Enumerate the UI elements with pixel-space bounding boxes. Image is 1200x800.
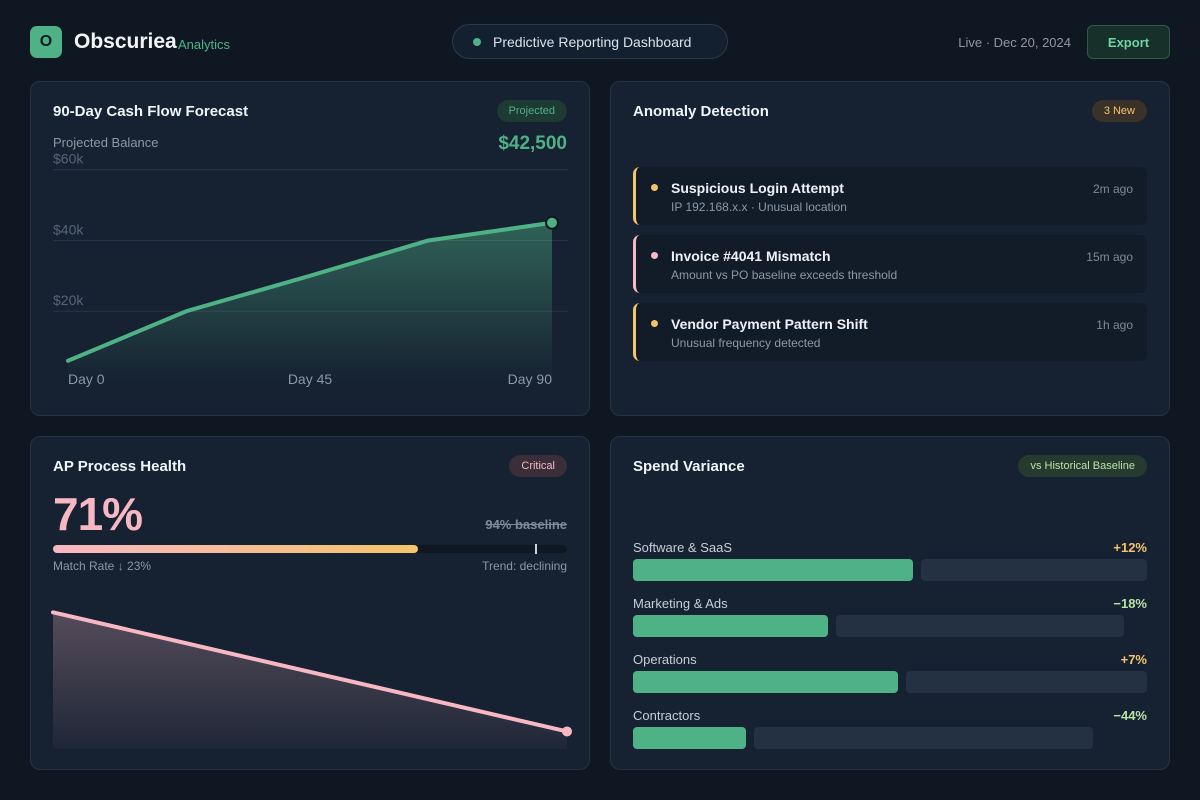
trend-label: Trend: declining bbox=[482, 559, 567, 573]
x-tick-label: Day 0 bbox=[68, 371, 105, 387]
spend-category-label: Software & SaaS bbox=[633, 540, 732, 555]
anomaly-card: Anomaly Detection 3 New Suspicious Login… bbox=[610, 81, 1170, 416]
brand-name: Obscuriea bbox=[74, 30, 177, 53]
anomaly-item-detail: Amount vs PO baseline exceeds threshold bbox=[671, 268, 898, 282]
progress-fill bbox=[53, 545, 418, 553]
anomaly-item[interactable]: Suspicious Login Attempt IP 192.168.x.x … bbox=[633, 167, 1147, 225]
cashflow-endpoint bbox=[545, 215, 559, 230]
projected-badge: Projected bbox=[496, 100, 567, 122]
status-dot-icon bbox=[473, 37, 481, 46]
brand-logo: O bbox=[30, 26, 62, 58]
anomaly-item[interactable]: Invoice #4041 Mismatch Amount vs PO base… bbox=[633, 235, 1147, 293]
new-count-badge: 3 New bbox=[1091, 100, 1147, 122]
baseline-badge: vs Historical Baseline bbox=[1018, 455, 1147, 477]
spend-variance-value: −44% bbox=[1113, 708, 1147, 723]
anomaly-title: Anomaly Detection bbox=[633, 103, 769, 120]
y-tick-label: $60k bbox=[53, 151, 84, 167]
anomaly-item-title: Vendor Payment Pattern Shift bbox=[671, 316, 868, 332]
spend-variance-value: −18% bbox=[1113, 596, 1147, 611]
x-tick-label: Day 90 bbox=[508, 371, 553, 387]
export-button[interactable]: Export bbox=[1087, 25, 1170, 59]
match-rate-percent: 71% bbox=[53, 488, 143, 540]
spend-title: Spend Variance bbox=[633, 458, 745, 475]
x-tick-label: Day 45 bbox=[288, 371, 333, 387]
balance-value: $42,500 bbox=[498, 133, 567, 154]
anomaly-item-detail: Unusual frequency detected bbox=[671, 336, 821, 350]
anomaly-item-time: 15m ago bbox=[1086, 250, 1133, 264]
spend-category-label: Contractors bbox=[633, 708, 701, 723]
ap-trend-area bbox=[53, 612, 567, 749]
spend-card: Spend Variance vs Historical Baseline So… bbox=[610, 436, 1170, 770]
spend-bar-track bbox=[754, 727, 1093, 749]
spend-bar bbox=[633, 671, 898, 693]
ap-trend-chart bbox=[51, 610, 572, 749]
spend-bar-track bbox=[836, 615, 1124, 637]
spend-variance-value: +12% bbox=[1113, 540, 1147, 555]
brand-subtitle: Analytics bbox=[178, 37, 231, 52]
match-rate-change: Match Rate ↓ 23% bbox=[53, 559, 152, 573]
match-rate-progress bbox=[53, 544, 567, 554]
spend-bar bbox=[633, 727, 746, 749]
ap-trend-endpoint bbox=[562, 726, 572, 737]
severity-dot-icon bbox=[651, 252, 658, 259]
anomaly-item-title: Suspicious Login Attempt bbox=[671, 180, 844, 196]
anomaly-item[interactable]: Vendor Payment Pattern Shift Unusual fre… bbox=[633, 303, 1147, 361]
critical-badge: Critical bbox=[509, 455, 567, 477]
anomaly-item-title: Invoice #4041 Mismatch bbox=[671, 248, 831, 264]
spend-bar bbox=[633, 615, 828, 637]
severity-dot-icon bbox=[651, 184, 658, 191]
ap-trend-line bbox=[51, 610, 569, 734]
cashflow-area bbox=[68, 222, 552, 382]
spend-variance-value: +7% bbox=[1120, 652, 1147, 667]
baseline-value: 94% baseline bbox=[485, 517, 567, 532]
cashflow-card: 90-Day Cash Flow Forecast Projected Proj… bbox=[30, 81, 590, 416]
anomaly-item-time: 2m ago bbox=[1092, 182, 1133, 196]
spend-bar bbox=[633, 559, 913, 581]
cashflow-title: 90-Day Cash Flow Forecast bbox=[53, 103, 249, 120]
cashflow-line bbox=[66, 220, 554, 363]
anomaly-item-detail: IP 192.168.x.x · Unusual location bbox=[671, 200, 847, 214]
baseline-marker bbox=[535, 544, 538, 554]
spend-bar-track bbox=[906, 671, 1147, 693]
cashflow-chart: $60k $40k $20k Day 0 Day 45 Day 90 bbox=[53, 151, 568, 387]
live-status: Live · Dec 20, 2024 bbox=[958, 35, 1071, 50]
spend-category-label: Operations bbox=[633, 652, 697, 667]
y-tick-label: $40k bbox=[53, 221, 84, 237]
y-tick-label: $20k bbox=[53, 292, 84, 308]
severity-dot-icon bbox=[651, 320, 658, 327]
spend-category-label: Marketing & Ads bbox=[633, 596, 728, 611]
ap-health-title: AP Process Health bbox=[53, 458, 187, 475]
spend-bar-track bbox=[921, 559, 1147, 581]
balance-label: Projected Balance bbox=[53, 135, 159, 150]
dashboard-title: Predictive Reporting Dashboard bbox=[493, 33, 692, 50]
anomaly-item-time: 1h ago bbox=[1096, 318, 1133, 332]
dashboard-title-pill: Predictive Reporting Dashboard bbox=[452, 24, 728, 59]
ap-health-card: AP Process Health Critical 71% 94% basel… bbox=[30, 436, 590, 770]
